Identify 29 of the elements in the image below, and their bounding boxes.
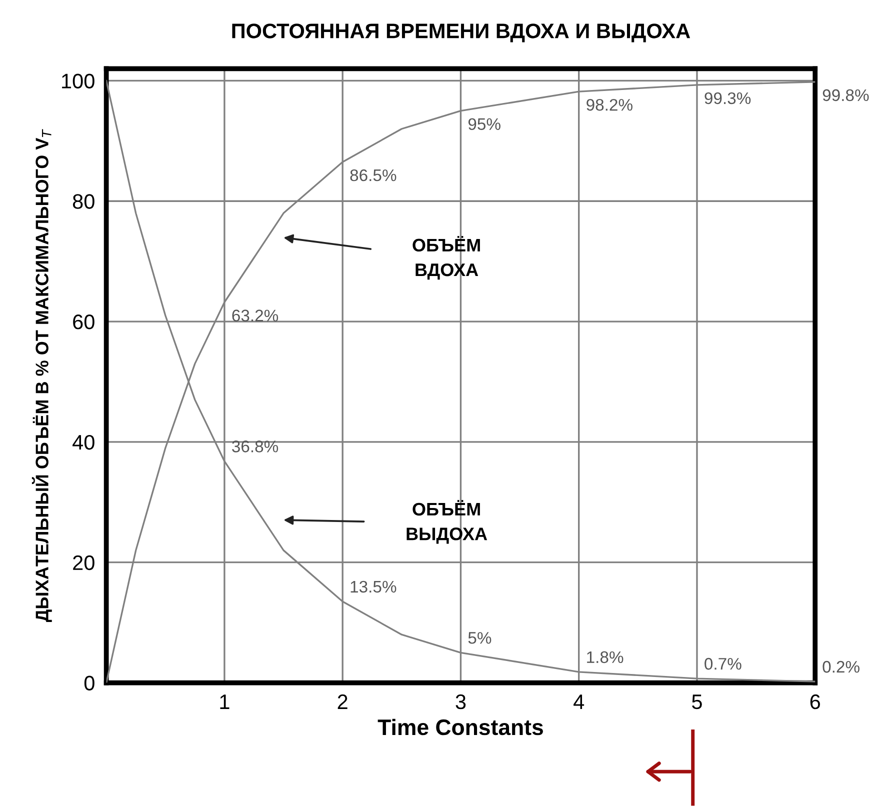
x-tick-label: 5 [692, 694, 702, 710]
x-axis-title: Time Constants [378, 718, 543, 736]
x-tick-label: 2 [338, 694, 348, 709]
y-tick-label: 40 [72, 434, 94, 450]
x-tick-label: 3 [456, 694, 466, 710]
data-label: 95% [468, 118, 500, 130]
y-tick-label: 0 [84, 676, 94, 691]
data-label: 1.8% [587, 651, 624, 664]
y-axis-title: ДЫХАТЕЛЬНЫЙ ОБЪЁМ В % ОТ МАКСИМАЛЬНОГО V$_{T}$ [32, 129, 52, 622]
data-label: 0.2% [822, 660, 860, 673]
x-tick-label: 4 [574, 694, 584, 709]
x-tick-label: 6 [810, 694, 820, 710]
y-tick-label: 60 [73, 314, 94, 330]
y-tick-label: 80 [72, 194, 94, 209]
data-label: 86.5% [350, 169, 396, 182]
data-label: 99.8% [822, 89, 869, 102]
annotation: ОБЪЁМ ВДОХА [412, 236, 480, 280]
y-tick-label: 100 [62, 74, 94, 88]
chart-title: ПОСТОЯННАЯ ВРЕМЕНИ ВДОХА И ВЫДОХА [232, 24, 690, 42]
data-label: 98.2% [586, 98, 632, 111]
data-label: 5% [468, 632, 492, 644]
annotation: ОБЪЁМ ВЫДОХА [406, 500, 488, 544]
y-tick-label: 20 [73, 555, 94, 570]
data-label: 13.5% [350, 580, 396, 593]
data-label: 99.3% [704, 92, 751, 104]
data-label: 36.8% [232, 440, 278, 452]
data-label: 63.2% [232, 310, 278, 322]
data-label: 0.7% [704, 658, 742, 670]
x-tick-label: 1 [220, 694, 230, 709]
